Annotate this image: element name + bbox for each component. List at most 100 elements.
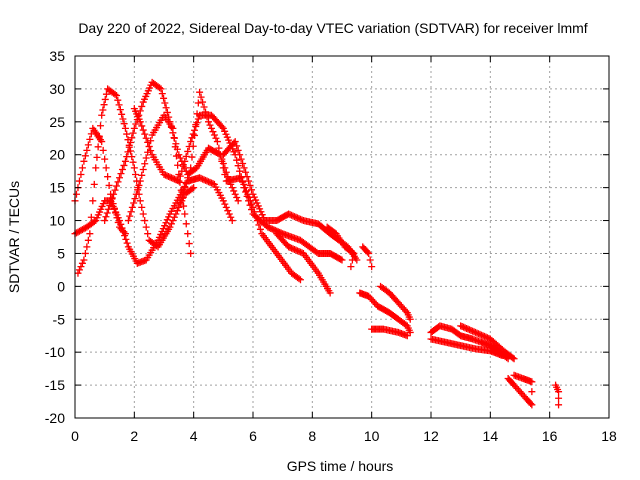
data-point (138, 171, 146, 179)
series-arc18 (504, 375, 536, 409)
data-point (366, 256, 374, 264)
data-point (100, 101, 108, 109)
data-point (120, 120, 128, 128)
data-point (528, 378, 536, 386)
data-point (138, 102, 146, 110)
data-point (121, 124, 129, 132)
y-tick-label: 0 (57, 278, 65, 294)
data-point (203, 113, 211, 121)
data-point (114, 96, 122, 104)
data-point (230, 187, 238, 195)
data-point (138, 122, 146, 130)
data-point (105, 181, 113, 189)
data-point (84, 141, 92, 149)
data-point (102, 164, 110, 172)
data-point (101, 95, 109, 103)
data-point (80, 256, 88, 264)
data-point (555, 394, 563, 402)
data-point (106, 202, 114, 210)
data-point (108, 194, 116, 202)
y-tick-label: -10 (45, 344, 65, 360)
data-point (80, 157, 88, 165)
data-point (194, 115, 202, 123)
data-point (89, 197, 97, 205)
data-point (218, 123, 226, 131)
series-arc14 (368, 325, 411, 340)
data-point (248, 200, 256, 208)
data-point (83, 146, 91, 154)
data-point (144, 138, 152, 146)
data-point (99, 106, 107, 114)
y-tick-label: -20 (45, 410, 65, 426)
series-arc10 (323, 223, 358, 271)
axis-ticks: 0 2 4 6 8 10 12 14 16 18 -20 -15 -10 -5 0 5 10 15 20 25 30 35 (45, 48, 617, 444)
data-point (184, 147, 192, 155)
data-point (224, 207, 232, 215)
data-point (181, 157, 189, 165)
series-arc5 (124, 111, 195, 257)
series-arc12 (356, 289, 414, 336)
y-tick-label: 5 (57, 245, 65, 261)
data-point (326, 289, 334, 297)
data-point (187, 164, 195, 172)
data-point (253, 217, 261, 225)
x-tick-label: 2 (130, 428, 138, 444)
data-point (185, 240, 193, 248)
data-point (170, 213, 178, 221)
data-point (111, 90, 119, 98)
data-point (171, 143, 179, 151)
series-arc3 (74, 85, 198, 277)
data-point (295, 275, 303, 283)
data-point (222, 203, 230, 211)
data-point (125, 143, 133, 151)
data-point (246, 197, 254, 205)
data-point (77, 263, 85, 271)
series-arc13 (377, 282, 414, 323)
data-point (236, 151, 244, 159)
data-point (101, 217, 109, 225)
data-point (94, 143, 102, 151)
data-point (74, 269, 82, 277)
data-point (75, 177, 83, 185)
data-point (78, 259, 86, 267)
data-point (350, 249, 358, 257)
data-point (252, 212, 260, 220)
data-point (193, 110, 201, 118)
data-point (238, 177, 246, 185)
data-point (172, 152, 180, 160)
data-point (169, 124, 177, 132)
data-point (239, 160, 247, 168)
data-point (119, 228, 127, 236)
data-point (240, 180, 248, 188)
x-tick-label: 18 (601, 428, 617, 444)
series-arc15 (427, 322, 512, 363)
data-point (121, 157, 129, 165)
data-point (213, 138, 221, 146)
data-point (78, 164, 86, 172)
data-point (174, 161, 182, 169)
data-point (118, 110, 126, 118)
data-point (555, 401, 563, 409)
data-point (124, 217, 132, 225)
data-point (127, 208, 135, 216)
data-point (189, 142, 197, 150)
data-point (110, 190, 118, 198)
y-tick-label: 20 (49, 147, 65, 163)
data-point (205, 118, 212, 126)
data-point (527, 400, 535, 408)
data-point (104, 173, 112, 181)
data-point (227, 213, 235, 221)
data-point (181, 210, 189, 218)
data-point (528, 388, 536, 396)
data-point (403, 332, 411, 340)
data-point (117, 170, 125, 178)
data-point (255, 221, 263, 229)
data-point (182, 220, 190, 228)
data-point (99, 146, 107, 154)
data-point (218, 157, 226, 165)
data-point (237, 155, 245, 163)
data-point (142, 154, 150, 162)
data-point (139, 210, 147, 218)
series-arc11 (359, 243, 376, 271)
